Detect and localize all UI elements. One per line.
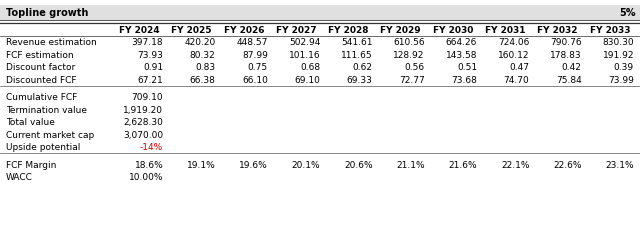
Text: 397.18: 397.18	[132, 38, 163, 47]
Text: Total value: Total value	[6, 118, 55, 127]
Text: 19.6%: 19.6%	[239, 160, 268, 169]
Text: 72.77: 72.77	[399, 76, 425, 84]
Text: FY 2032: FY 2032	[538, 26, 578, 35]
Text: FY 2026: FY 2026	[223, 26, 264, 35]
Text: 19.1%: 19.1%	[187, 160, 216, 169]
Text: 111.65: 111.65	[341, 51, 372, 60]
Text: 160.12: 160.12	[498, 51, 529, 60]
Text: 420.20: 420.20	[184, 38, 216, 47]
Text: 128.92: 128.92	[394, 51, 425, 60]
Text: Revenue estimation: Revenue estimation	[6, 38, 97, 47]
Text: 67.21: 67.21	[138, 76, 163, 84]
Text: 0.83: 0.83	[195, 63, 216, 72]
Text: 73.99: 73.99	[608, 76, 634, 84]
Text: 22.1%: 22.1%	[501, 160, 529, 169]
Text: 2,628.30: 2,628.30	[124, 118, 163, 127]
Text: 0.75: 0.75	[248, 63, 268, 72]
Text: 80.32: 80.32	[190, 51, 216, 60]
Text: FCF Margin: FCF Margin	[6, 160, 56, 169]
Text: FCF estimation: FCF estimation	[6, 51, 74, 60]
Text: 0.56: 0.56	[404, 63, 425, 72]
Text: 0.51: 0.51	[457, 63, 477, 72]
Text: 191.92: 191.92	[602, 51, 634, 60]
Text: 73.68: 73.68	[451, 76, 477, 84]
Text: Current market cap: Current market cap	[6, 130, 94, 139]
Text: FY 2031: FY 2031	[485, 26, 525, 35]
Text: 87.99: 87.99	[242, 51, 268, 60]
Text: 178.83: 178.83	[550, 51, 582, 60]
Text: 23.1%: 23.1%	[605, 160, 634, 169]
Text: 74.70: 74.70	[504, 76, 529, 84]
Text: FY 2025: FY 2025	[172, 26, 212, 35]
Bar	[0, 6, 640, 21]
Text: 0.68: 0.68	[300, 63, 320, 72]
Text: 5%: 5%	[620, 8, 636, 18]
Text: 69.33: 69.33	[347, 76, 372, 84]
Text: 724.06: 724.06	[498, 38, 529, 47]
Text: FY 2028: FY 2028	[328, 26, 369, 35]
Text: Termination value: Termination value	[6, 105, 87, 114]
Text: FY 2024: FY 2024	[119, 26, 159, 35]
Text: FY 2033: FY 2033	[589, 26, 630, 35]
Text: Upside potential: Upside potential	[6, 143, 81, 152]
Text: 101.16: 101.16	[289, 51, 320, 60]
Text: 0.91: 0.91	[143, 63, 163, 72]
Text: 502.94: 502.94	[289, 38, 320, 47]
Text: 664.26: 664.26	[445, 38, 477, 47]
Text: Topline growth: Topline growth	[6, 8, 88, 18]
Text: 21.1%: 21.1%	[396, 160, 425, 169]
Text: 75.84: 75.84	[556, 76, 582, 84]
Text: 20.1%: 20.1%	[292, 160, 320, 169]
Text: -14%: -14%	[140, 143, 163, 152]
Text: 73.93: 73.93	[138, 51, 163, 60]
Text: 69.10: 69.10	[294, 76, 320, 84]
Text: FY 2027: FY 2027	[276, 26, 316, 35]
Text: 66.10: 66.10	[242, 76, 268, 84]
Text: FY 2030: FY 2030	[433, 26, 473, 35]
Text: 21.6%: 21.6%	[449, 160, 477, 169]
Text: Discount factor: Discount factor	[6, 63, 76, 72]
Text: 3,070.00: 3,070.00	[123, 130, 163, 139]
Text: 0.42: 0.42	[562, 63, 582, 72]
Text: 610.56: 610.56	[393, 38, 425, 47]
Text: 0.62: 0.62	[353, 63, 372, 72]
Text: Cumulative FCF: Cumulative FCF	[6, 93, 77, 102]
Text: 1,919.20: 1,919.20	[124, 105, 163, 114]
Text: 10.00%: 10.00%	[129, 173, 163, 182]
Text: FY 2029: FY 2029	[380, 26, 421, 35]
Text: 709.10: 709.10	[132, 93, 163, 102]
Text: 20.6%: 20.6%	[344, 160, 372, 169]
Text: 66.38: 66.38	[189, 76, 216, 84]
Text: 830.30: 830.30	[602, 38, 634, 47]
Text: 541.61: 541.61	[341, 38, 372, 47]
Text: 18.6%: 18.6%	[134, 160, 163, 169]
Text: 0.39: 0.39	[614, 63, 634, 72]
Text: 143.58: 143.58	[445, 51, 477, 60]
Text: 0.47: 0.47	[509, 63, 529, 72]
Text: Discounted FCF: Discounted FCF	[6, 76, 77, 84]
Text: 22.6%: 22.6%	[553, 160, 582, 169]
Text: 790.76: 790.76	[550, 38, 582, 47]
Text: 448.57: 448.57	[237, 38, 268, 47]
Text: WACC: WACC	[6, 173, 33, 182]
